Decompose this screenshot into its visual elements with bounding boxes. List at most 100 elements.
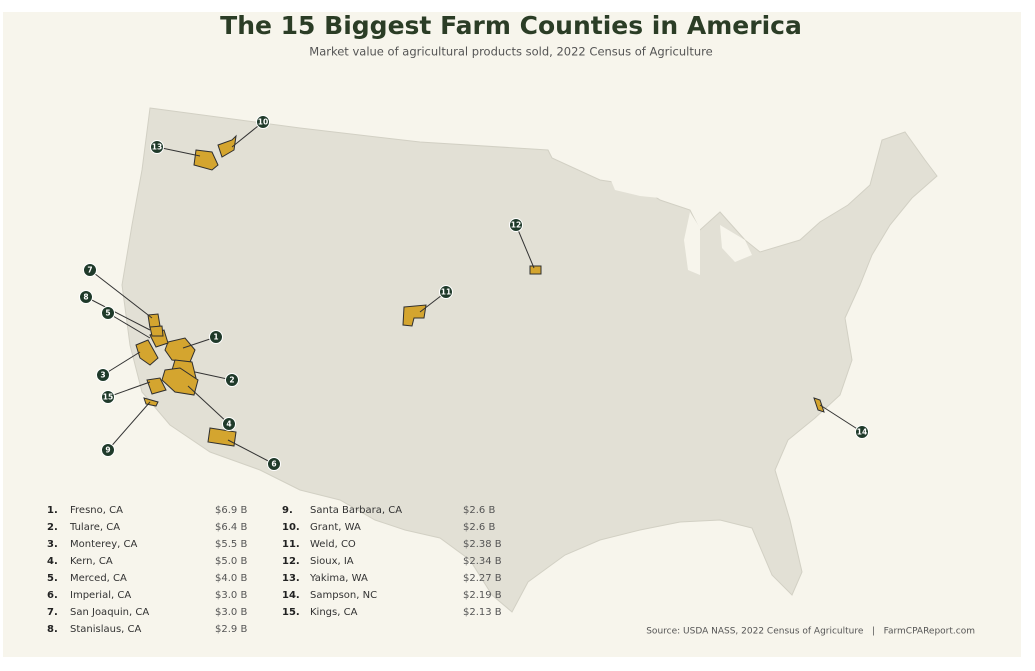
county-value: $2.6 B bbox=[463, 522, 495, 533]
lake bbox=[684, 212, 700, 275]
county-shape bbox=[149, 325, 164, 337]
leader-line bbox=[187, 385, 230, 425]
marker bbox=[79, 290, 93, 304]
county-name: Yakima, WA bbox=[309, 573, 368, 584]
marker-number: 9 bbox=[105, 446, 110, 455]
county-shape bbox=[402, 304, 427, 327]
marker bbox=[267, 457, 281, 471]
marker bbox=[101, 443, 115, 457]
county-value: $4.0 B bbox=[215, 573, 247, 584]
marker bbox=[855, 425, 869, 439]
rank-label: 3. bbox=[47, 539, 58, 550]
marker bbox=[96, 368, 110, 382]
county-value: $2.19 B bbox=[463, 590, 502, 601]
rank-label: 14. bbox=[282, 590, 300, 601]
marker-number: 10 bbox=[258, 118, 268, 127]
county-value: $2.9 B bbox=[215, 624, 247, 635]
marker-number: 6 bbox=[271, 460, 276, 469]
title: The 15 Biggest Farm Counties in America bbox=[220, 11, 802, 40]
county-name: Kings, CA bbox=[310, 607, 358, 618]
county-value: $3.0 B bbox=[215, 590, 247, 601]
marker bbox=[101, 306, 115, 320]
county-value: $2.6 B bbox=[463, 505, 495, 516]
rank-label: 1. bbox=[47, 505, 58, 516]
county-value: $2.13 B bbox=[463, 607, 502, 618]
county-name: Grant, WA bbox=[310, 522, 361, 533]
marker bbox=[439, 285, 453, 299]
rank-label: 8. bbox=[47, 624, 58, 635]
rank-label: 7. bbox=[47, 607, 58, 618]
rank-label: 13. bbox=[282, 573, 300, 584]
rank-label: 2. bbox=[47, 522, 58, 533]
source: Source: USDA NASS, 2022 Census of Agricu… bbox=[646, 627, 975, 637]
marker bbox=[101, 390, 115, 404]
county-name: Kern, CA bbox=[70, 556, 113, 567]
rank-label: 15. bbox=[282, 607, 300, 618]
county-name: Imperial, CA bbox=[70, 590, 131, 601]
rank-label: 9. bbox=[282, 505, 293, 516]
county-name: San Joaquin, CA bbox=[70, 607, 149, 618]
county-name: Fresno, CA bbox=[70, 505, 123, 516]
county-value: $5.0 B bbox=[215, 556, 247, 567]
county-shape bbox=[193, 149, 219, 171]
marker-number: 11 bbox=[441, 288, 451, 297]
county-shape bbox=[135, 339, 159, 366]
county-name: Sampson, NC bbox=[310, 590, 377, 601]
county-name: Merced, CA bbox=[70, 573, 127, 584]
county-value: $2.38 B bbox=[463, 539, 502, 550]
county-name: Santa Barbara, CA bbox=[310, 505, 402, 516]
county-value: $5.5 B bbox=[215, 539, 247, 550]
rank-label: 4. bbox=[47, 556, 58, 567]
leader-line bbox=[107, 312, 151, 339]
marker-number: 8 bbox=[83, 293, 88, 302]
marker bbox=[256, 115, 270, 129]
marker bbox=[225, 373, 239, 387]
county-name: Weld, CO bbox=[310, 539, 356, 550]
leader-line bbox=[107, 381, 151, 398]
county-value: $6.9 B bbox=[215, 505, 247, 516]
rank-label: 12. bbox=[282, 556, 300, 567]
marker-number: 7 bbox=[87, 266, 92, 275]
rank-label: 5. bbox=[47, 573, 58, 584]
lake bbox=[720, 225, 752, 262]
marker-number: 13 bbox=[152, 143, 162, 152]
marker-number: 2 bbox=[229, 376, 234, 385]
county-value: $6.4 B bbox=[215, 522, 247, 533]
leader-line bbox=[515, 224, 535, 269]
county-value: $2.34 B bbox=[463, 556, 502, 567]
county-shape bbox=[217, 134, 237, 158]
county-shape bbox=[813, 397, 825, 413]
marker bbox=[209, 330, 223, 344]
leader-line bbox=[107, 401, 151, 451]
marker bbox=[83, 263, 97, 277]
rank-label: 10. bbox=[282, 522, 300, 533]
marker bbox=[222, 417, 236, 431]
lake bbox=[610, 178, 660, 198]
leader-line bbox=[227, 439, 275, 465]
county-value: $3.0 B bbox=[215, 607, 247, 618]
county-name: Sioux, IA bbox=[310, 556, 354, 567]
leader-line bbox=[89, 269, 153, 319]
county-shape bbox=[146, 377, 167, 395]
county-name: Stanislaus, CA bbox=[70, 624, 142, 635]
county-shape bbox=[161, 367, 199, 396]
county-name: Tulare, CA bbox=[69, 522, 120, 533]
rank-label: 11. bbox=[282, 539, 300, 550]
county-shape bbox=[529, 265, 542, 275]
leader-line bbox=[819, 404, 863, 433]
marker-number: 12 bbox=[511, 221, 521, 230]
leader-line bbox=[156, 146, 201, 157]
ranking-list: 1. Fresno, CA $6.9 B 2. Tulare, CA $6.4 B 3. Mo… bbox=[47, 505, 502, 635]
marker-number: 5 bbox=[105, 309, 110, 318]
rank-label: 6. bbox=[47, 590, 58, 601]
marker-number: 14 bbox=[857, 428, 867, 437]
county-name: Monterey, CA bbox=[70, 539, 137, 550]
marker-number: 3 bbox=[100, 371, 105, 380]
subtitle: Market value of agricultural products so… bbox=[309, 45, 712, 59]
county-shape bbox=[143, 397, 159, 407]
marker-number: 1 bbox=[213, 333, 218, 342]
marker-number: 4 bbox=[226, 420, 231, 429]
leader-line bbox=[85, 296, 151, 331]
